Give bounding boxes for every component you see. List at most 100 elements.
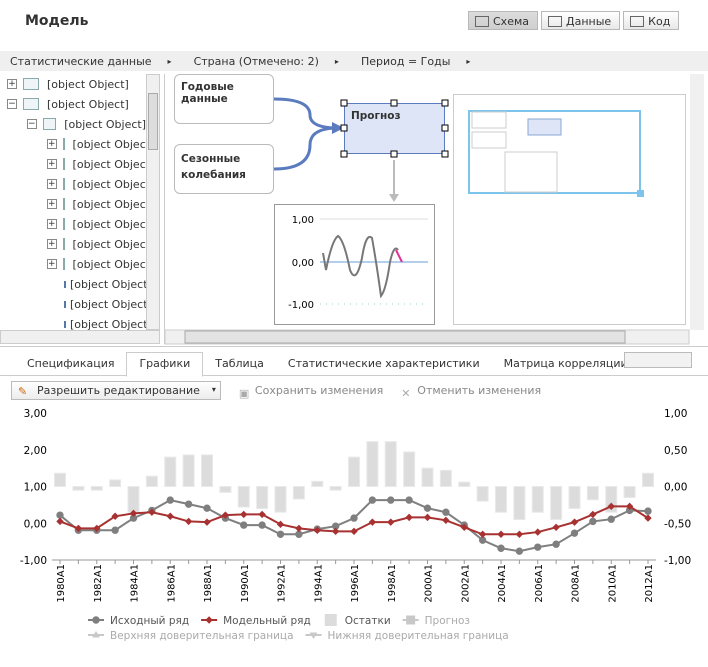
tree-item[interactable]: + [object Object] [0, 254, 146, 274]
tree-item[interactable]: [object Object] [0, 274, 146, 294]
view-button[interactable]: Код [623, 11, 680, 30]
legend-item[interactable]: Верхняя доверительная граница [88, 630, 294, 642]
preview-tick-label: 0,00 [292, 258, 314, 269]
bar [586, 486, 599, 501]
tree-item[interactable]: + [object Object] [0, 234, 146, 254]
point [589, 510, 597, 519]
legend-item[interactable]: Модельный ряд [201, 615, 311, 627]
x-tick-label: 1980A1 [56, 564, 67, 603]
point [497, 544, 505, 552]
bar [458, 481, 471, 487]
bar [145, 475, 158, 487]
tree-toggle[interactable]: + [47, 159, 57, 169]
legend-label: Остатки [345, 615, 391, 627]
bar [421, 467, 434, 487]
tab-nav[interactable] [624, 352, 692, 368]
tree-item[interactable]: + [object Object] [0, 194, 146, 214]
point [258, 510, 266, 519]
tree-toggle[interactable]: + [7, 79, 17, 89]
point [350, 514, 358, 522]
selection-handles[interactable] [340, 99, 449, 158]
diagram-node[interactable]: Годовые данные [174, 74, 274, 124]
view-button[interactable]: Данные [541, 11, 621, 30]
tree-item[interactable]: + [object Object] [0, 154, 146, 174]
breadcrumb-item[interactable]: Статистические данные ▸ [10, 55, 172, 68]
bar [72, 486, 85, 491]
breadcrumb-item[interactable]: Страна (Отмечено: 2) ▸ [194, 55, 339, 68]
scrollbar[interactable] [0, 330, 160, 344]
point [442, 516, 450, 525]
tree-item[interactable]: + [object Object] [0, 74, 146, 94]
connector [273, 126, 339, 171]
scrollbar[interactable] [146, 74, 160, 330]
tab[interactable]: Спецификация [27, 357, 115, 370]
x-tick-label: 1984A1 [130, 564, 141, 603]
bar [494, 486, 508, 513]
legend-marker [309, 632, 318, 639]
x-tick-label: 2010A1 [607, 564, 618, 603]
splitter [164, 74, 165, 344]
tree-item[interactable]: + [object Object] [0, 174, 146, 194]
y2-tick-label: 0,50 [664, 445, 687, 457]
legend-item[interactable]: Прогноз [402, 615, 470, 627]
tree-toggle[interactable]: + [47, 239, 57, 249]
bar [219, 486, 232, 493]
toolbar-button[interactable]: Разрешить редактирование ✎ ▾ [11, 380, 221, 400]
viewport-handle[interactable] [637, 190, 644, 197]
legend-item[interactable]: Остатки [324, 614, 391, 627]
tab[interactable]: Матрица корреляции [503, 357, 628, 370]
preview-forecast [395, 249, 403, 263]
scroll-thumb[interactable] [184, 330, 626, 344]
tree-toggle[interactable]: − [7, 99, 17, 109]
tree-label: [object Object] [70, 317, 146, 331]
tabs-border [0, 375, 708, 376]
legend-label: Исходный ряд [110, 615, 189, 627]
scrollbar[interactable] [690, 74, 704, 330]
legend-label: Прогноз [425, 615, 470, 627]
point [184, 517, 193, 526]
point [350, 527, 358, 536]
tree-item[interactable]: + [object Object] [0, 214, 146, 234]
y-tick-label: 0,00 [24, 518, 47, 530]
tree-item[interactable]: [object Object] [0, 314, 146, 330]
navigator [453, 94, 686, 325]
point [534, 528, 542, 536]
diagram-node[interactable]: Сезонные колебания [174, 144, 274, 194]
tree-toggle[interactable]: + [47, 219, 57, 229]
tab[interactable]: Графики [126, 352, 204, 377]
viewport[interactable] [468, 110, 641, 194]
folder-icon [62, 178, 65, 190]
tree-toggle[interactable]: − [27, 119, 37, 129]
tree-item[interactable]: − [object Object] [0, 94, 146, 114]
bar [274, 486, 287, 513]
icon [630, 16, 645, 27]
tree-toggle[interactable]: + [47, 179, 57, 189]
bar [200, 454, 214, 487]
tab[interactable]: Таблица [215, 357, 264, 370]
tree-item[interactable]: + [object Object] [0, 134, 146, 154]
tree-item[interactable]: [object Object] [0, 294, 146, 314]
legend-item[interactable]: Исходный ряд [88, 615, 189, 627]
connector [273, 97, 339, 130]
point [625, 502, 634, 511]
legend-label: Верхняя доверительная граница [110, 630, 294, 642]
point [166, 496, 174, 504]
point [570, 518, 579, 526]
bar [531, 486, 544, 513]
legend-marker [92, 616, 100, 624]
legend-item[interactable]: Нижняя доверительная граница [305, 630, 509, 642]
point [331, 527, 340, 536]
tree-item[interactable]: − [object Object] [0, 114, 146, 134]
view-button[interactable]: Схема [468, 11, 538, 30]
bar [311, 480, 324, 488]
point [460, 523, 468, 531]
x-tick-label: 2012A1 [644, 564, 655, 603]
breadcrumb-item[interactable]: Период = Годы ▸ [361, 55, 470, 68]
point [240, 521, 248, 529]
tree-toggle[interactable]: + [47, 139, 57, 149]
bar [366, 441, 379, 487]
tab[interactable]: Статистические характеристики [287, 357, 480, 370]
tree-toggle[interactable]: + [47, 199, 57, 209]
tree-toggle[interactable]: + [47, 259, 57, 269]
